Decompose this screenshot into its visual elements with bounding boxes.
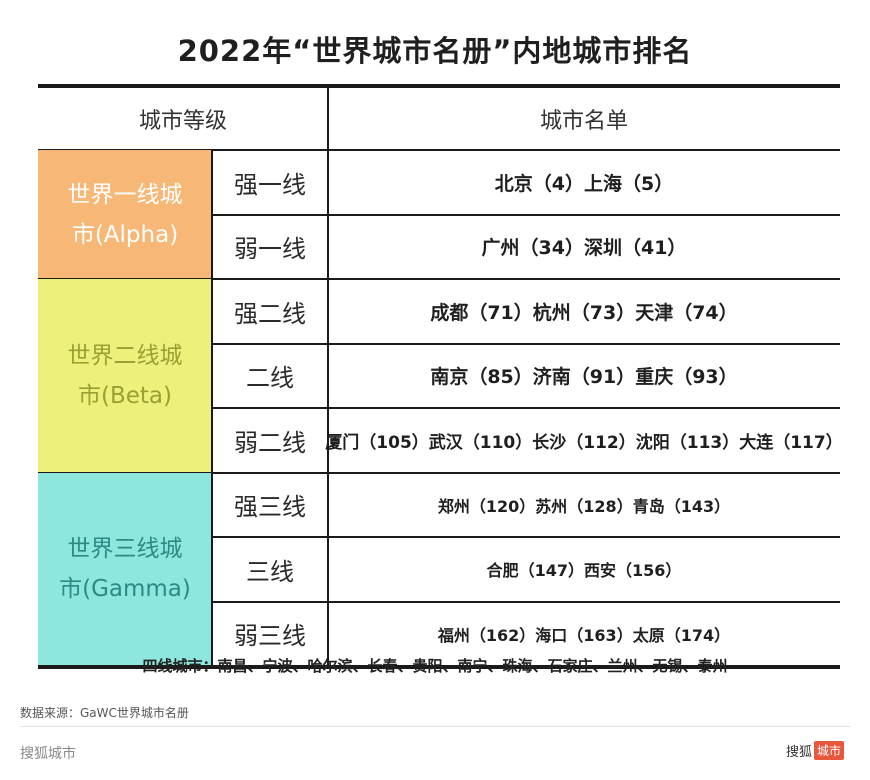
- city-list-cell: 北京（4）上海（5）: [494, 172, 674, 195]
- sub-tier-label: 弱一线: [234, 235, 306, 264]
- city-list-cell: 厦门（105）武汉（110）长沙（112）沈阳（113）大连（117）: [325, 432, 843, 453]
- sub-tier-label: 强二线: [234, 299, 306, 328]
- table-bottom-border: [38, 665, 840, 669]
- tier-name-line1: 世界一线城: [67, 181, 183, 208]
- tier-divider: [38, 471, 840, 474]
- tier-name-line1: 世界三线城: [67, 536, 183, 563]
- row-divider: [212, 342, 840, 345]
- tier-name-line2: 市(Beta): [78, 382, 172, 409]
- sub-tier-label: 弱二线: [234, 428, 306, 457]
- tier-label-cell: 世界二线城市(Beta): [38, 279, 212, 473]
- header-city-list: 城市名单: [539, 109, 628, 134]
- sub-tier-label: 三线: [246, 557, 294, 586]
- col-divider-list: [327, 88, 329, 666]
- sub-tier-label: 强三线: [234, 493, 306, 522]
- city-list-cell: 郑州（120）苏州（128）青岛（143）: [437, 496, 731, 516]
- tier-label-cell: 世界三线城市(Gamma): [38, 472, 212, 666]
- brand-logo-badge: 城市: [813, 741, 844, 760]
- row-divider: [212, 536, 840, 538]
- table-top-border: [38, 84, 840, 88]
- tier-divider: [38, 278, 840, 280]
- footer-divider: [20, 726, 850, 727]
- row-divider: [212, 600, 840, 603]
- tier-name-line2: 市(Alpha): [71, 221, 179, 248]
- city-list-cell: 合肥（147）西安（156）: [486, 561, 682, 581]
- sub-tier-label: 二线: [246, 364, 294, 393]
- tier-name-line2: 市(Gamma): [59, 576, 191, 603]
- sub-tier-label: 弱三线: [234, 622, 306, 651]
- page-title: 2022年“世界城市名册”内地城市排名: [177, 34, 693, 68]
- col-divider-tier: [211, 150, 213, 666]
- sub-tier-label: 强一线: [234, 170, 306, 199]
- header-city-level: 城市等级: [138, 109, 227, 134]
- tier-label-cell: 世界一线城市(Alpha): [38, 150, 212, 279]
- header-bottom-border: [38, 149, 840, 151]
- tier-name-line1: 世界二线城: [67, 342, 183, 369]
- city-list-cell: 南京（85）济南（91）重庆（93）: [430, 366, 738, 389]
- brand-watermark-left: 搜狐城市: [20, 746, 76, 762]
- brand-logo-text: 搜狐: [785, 745, 812, 760]
- data-source: 数据来源：GaWC世界城市名册: [20, 706, 189, 720]
- row-divider: [212, 407, 840, 409]
- city-list-cell: 广州（34）深圳（41）: [481, 237, 687, 260]
- city-list-cell: 成都（71）杭州（73）天津（74）: [430, 301, 738, 324]
- fourth-tier-cities: 四线城市：南昌、宁波、哈尔滨、长春、贵阳、南宁、珠海、石家庄、兰州、无锡、泰州: [142, 657, 728, 675]
- city-list-cell: 福州（162）海口（163）太原（174）: [437, 625, 731, 645]
- brand-logo: 搜狐 城市: [786, 741, 844, 760]
- row-divider: [212, 213, 840, 216]
